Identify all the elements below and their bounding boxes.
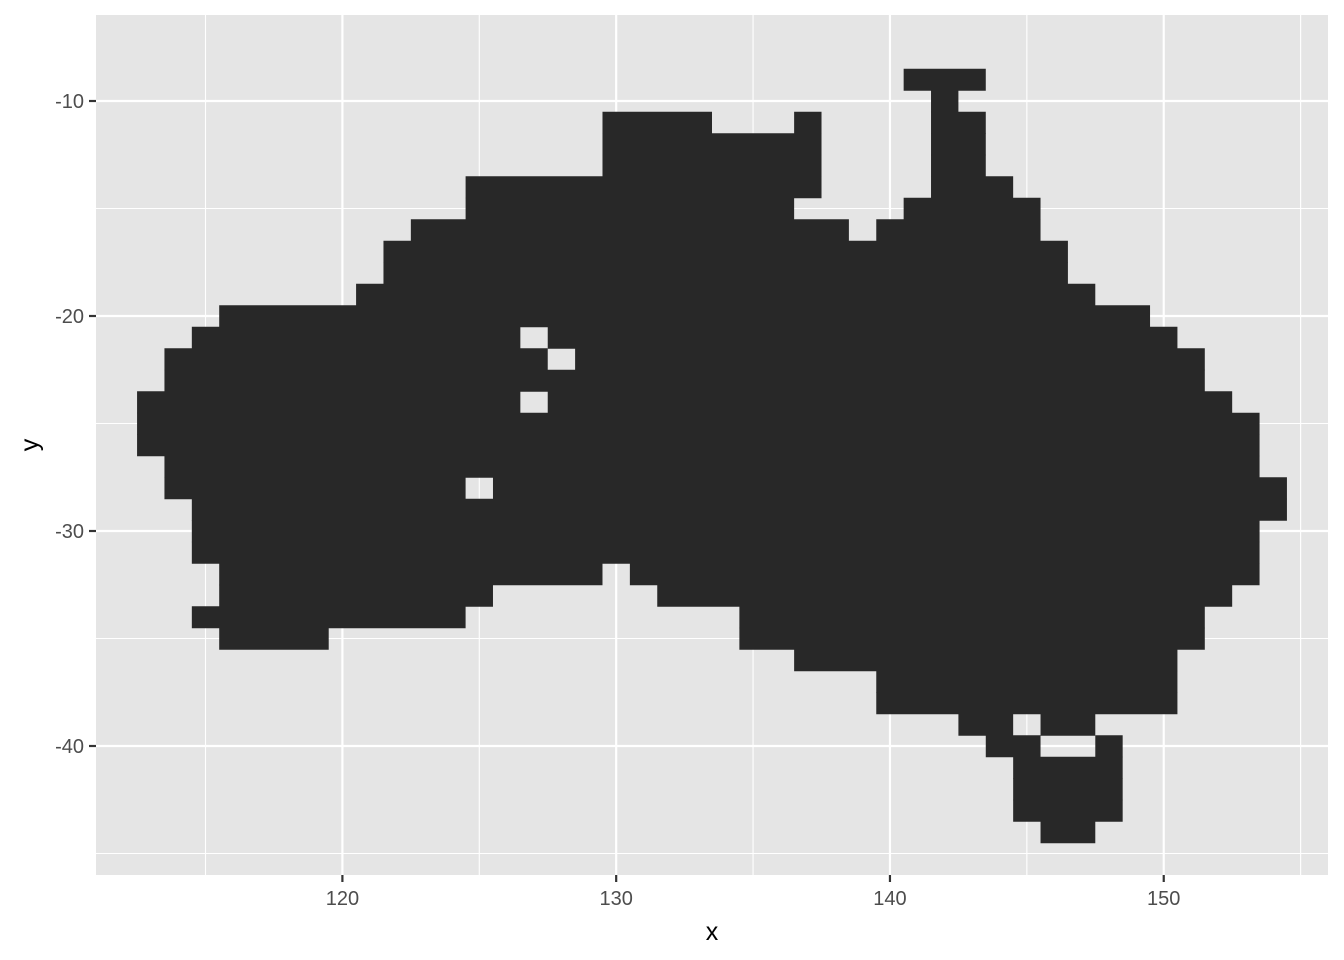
tile <box>219 627 329 650</box>
tile <box>1095 735 1123 758</box>
tile <box>547 326 1178 349</box>
y-axis: -10 -20 -30 -40 <box>55 91 96 758</box>
tile <box>931 133 986 156</box>
tile <box>739 627 1205 650</box>
tile <box>876 670 1178 693</box>
tile <box>931 111 986 134</box>
y-tick-label: -20 <box>55 306 84 328</box>
y-axis-title: y <box>16 438 44 451</box>
tile <box>903 68 986 91</box>
tile <box>164 369 1205 392</box>
y-tick-label: -30 <box>55 521 84 543</box>
tile <box>164 477 466 500</box>
tile <box>1013 799 1123 822</box>
tile <box>931 176 1014 199</box>
tile <box>629 563 1260 586</box>
tile <box>164 348 548 371</box>
x-tick-label: 140 <box>873 888 906 910</box>
tile <box>191 326 521 349</box>
tile <box>876 692 1178 715</box>
tile <box>191 498 1287 521</box>
x-tick-label: 150 <box>1147 888 1180 910</box>
tile <box>191 606 466 629</box>
tile <box>465 176 822 199</box>
tile <box>137 412 1260 435</box>
tile <box>164 455 1260 478</box>
tile <box>383 262 1068 285</box>
tile <box>876 219 1041 242</box>
x-axis: 120 130 140 150 <box>326 875 1180 910</box>
tile <box>1040 821 1096 844</box>
x-tick-label: 130 <box>599 888 632 910</box>
tile <box>1013 778 1123 801</box>
x-axis-title: x <box>706 918 719 946</box>
tile <box>602 133 822 156</box>
y-tick-label: -40 <box>55 736 84 758</box>
tile <box>739 606 1205 629</box>
tile <box>931 154 986 177</box>
tile <box>219 305 1151 328</box>
tile <box>219 584 493 607</box>
tile <box>410 219 849 242</box>
map-tiles <box>137 68 1287 844</box>
tile <box>1013 756 1123 779</box>
tile <box>137 434 1260 457</box>
tile <box>492 477 1287 500</box>
tile <box>602 154 822 177</box>
tile <box>383 240 1068 263</box>
tile <box>931 90 959 113</box>
tile <box>657 584 1233 607</box>
tile <box>794 649 1178 672</box>
tile <box>137 391 521 414</box>
tile <box>356 283 1096 306</box>
tile <box>191 520 1260 543</box>
tile <box>903 197 1041 220</box>
tile <box>191 541 1260 564</box>
y-tick-label: -10 <box>55 91 84 113</box>
tile <box>794 111 822 134</box>
tile <box>985 735 1041 758</box>
tile <box>575 348 1205 371</box>
tile <box>602 111 712 134</box>
x-tick-label: 120 <box>326 888 359 910</box>
tile <box>547 391 1233 414</box>
tile <box>1040 713 1096 736</box>
tile <box>465 197 795 220</box>
tile <box>219 563 603 586</box>
tile <box>958 713 1014 736</box>
